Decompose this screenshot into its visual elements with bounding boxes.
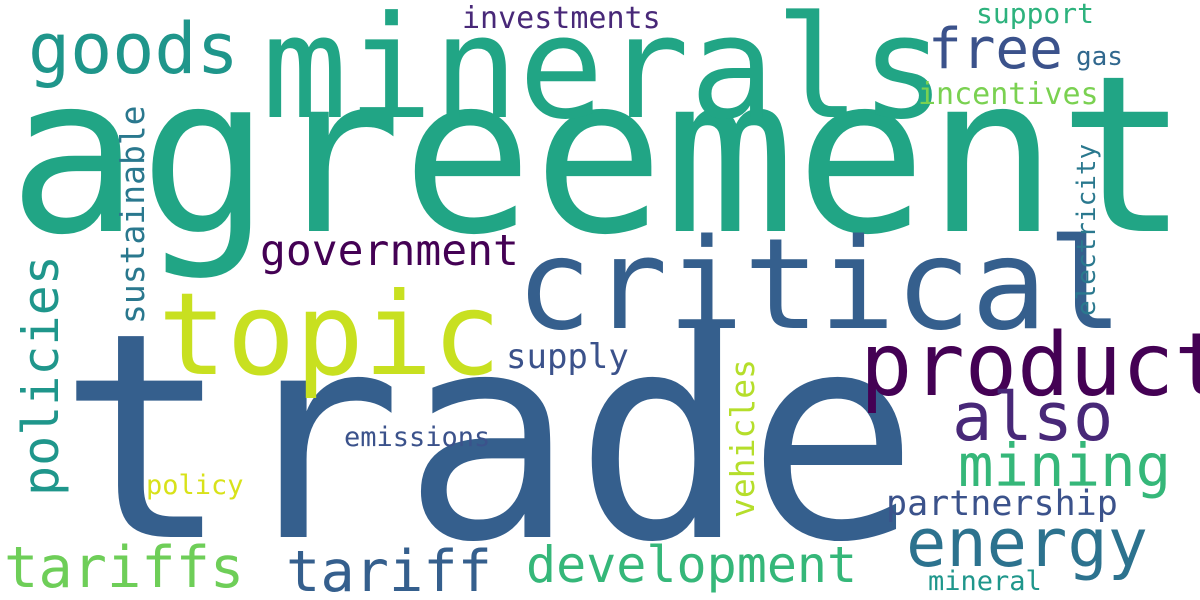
word-investments: investments [462,4,661,34]
word-vehicles: vehicles [726,359,759,518]
word-topic: topic [158,278,501,392]
word-electricity: electricity [1074,144,1100,316]
word-sustainable: sustainable [116,105,149,324]
word-goods: goods [28,14,239,84]
word-development: development [526,540,857,590]
word-gas: gas [1076,44,1123,70]
word-emissions: emissions [344,424,490,451]
word-free: free [928,22,1063,78]
word-mineral: mineral [928,568,1042,595]
word-government: government [260,230,519,273]
word-policies: policies [16,255,66,496]
word-incentives: incentives [918,80,1099,110]
word-tariffs: tariffs [4,540,244,597]
word-partnership: partnership [886,487,1118,522]
word-supply: supply [506,340,629,374]
word-support: support [976,0,1094,28]
word-policy: policy [146,472,244,499]
word-tariff: tariff [286,544,492,600]
